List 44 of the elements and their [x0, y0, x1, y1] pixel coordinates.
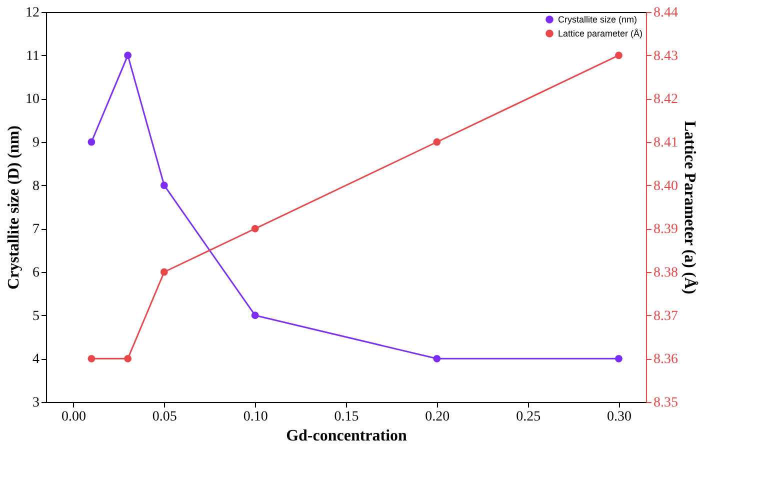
y-tick-label: 8 [32, 178, 40, 194]
point [251, 224, 259, 232]
y2-tick-label: 8.36 [654, 352, 678, 368]
point [124, 354, 132, 362]
y-tick-label: 11 [26, 48, 40, 64]
point [433, 354, 441, 362]
y2-tick-label: 8.40 [654, 178, 678, 194]
y-tick-label: 12 [26, 6, 40, 20]
x-tick-label: 0.10 [243, 410, 268, 424]
y-tick-label: 9 [32, 136, 40, 150]
y2-tick-label: 8.38 [654, 266, 678, 280]
y-tick-label: 5 [32, 308, 40, 324]
point [124, 52, 132, 60]
y2-axis-title: Lattice Parameter (a) (Å) [681, 120, 699, 294]
point [615, 354, 622, 362]
y2-tick-label: 8.37 [654, 308, 678, 324]
x-axis-title: Gd-concentration [286, 428, 408, 444]
y-tick-label: 7 [32, 222, 40, 238]
y-tick-label: 6 [32, 266, 40, 280]
point [88, 354, 96, 362]
point [160, 182, 168, 190]
point [251, 312, 259, 320]
y-tick-label: 3 [32, 396, 40, 410]
y-tick-label: 4 [32, 352, 40, 368]
y2-tick-label: 8.44 [654, 6, 678, 20]
y-tick-label: 10 [26, 92, 40, 108]
x-tick-label: 0.30 [606, 410, 632, 424]
y-axis-title: Crystallite size (D) (nm) [6, 126, 22, 290]
y2-tick-label: 8.39 [654, 222, 678, 238]
legend-label: Crystallite size (nm) [558, 14, 638, 24]
point [88, 138, 96, 146]
y2-tick-label: 8.42 [654, 92, 678, 108]
x-tick-label: 0.15 [334, 410, 359, 424]
y2-tick-label: 8.41 [654, 136, 678, 150]
point [433, 138, 441, 146]
x-tick-label: 0.25 [516, 410, 541, 424]
x-tick-label: 0.00 [62, 410, 86, 424]
y2-tick-label: 8.35 [654, 396, 678, 410]
point [615, 52, 622, 60]
x-tick-label: 0.20 [425, 410, 450, 424]
x-tick-label: 0.05 [152, 410, 177, 424]
legend-label: Lattice parameter (Å) [558, 28, 643, 38]
point [160, 268, 168, 276]
y2-tick-label: 8.43 [654, 48, 678, 64]
